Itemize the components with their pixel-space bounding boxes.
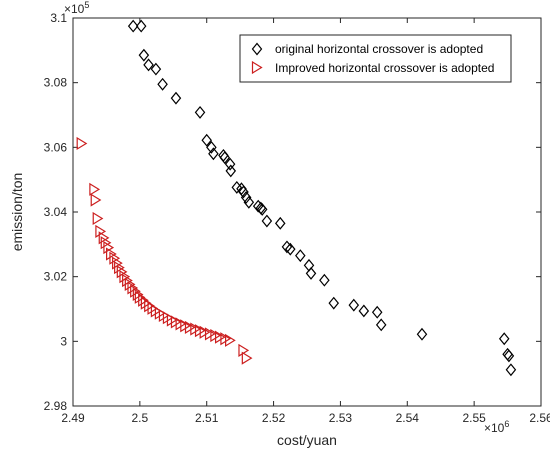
legend-marker-diamond — [251, 42, 263, 56]
data-point-original — [375, 318, 387, 332]
x-axis-label: cost/yuan — [277, 432, 337, 448]
data-point-original — [238, 185, 249, 199]
data-point-improved — [214, 330, 226, 344]
data-point-improved — [95, 224, 107, 238]
data-point-improved — [225, 333, 236, 347]
data-point-improved — [90, 193, 102, 207]
data-point-improved — [119, 270, 131, 284]
data-point-original — [295, 249, 306, 263]
data-point-original — [281, 240, 293, 254]
data-point-improved — [241, 351, 253, 365]
data-point-improved — [124, 277, 136, 291]
x-exponent-label: ×106 — [484, 419, 509, 435]
data-point-original — [143, 58, 154, 72]
data-point-improved — [109, 251, 121, 265]
y-tick-label: 3.08 — [44, 76, 68, 90]
data-point-original — [201, 133, 212, 147]
y-tick-label: 3 — [60, 334, 67, 348]
data-point-original — [224, 157, 236, 171]
data-point-original — [194, 105, 206, 119]
data-point-original — [285, 242, 296, 256]
legend: original horizontal crossover is adopted… — [239, 34, 512, 83]
data-point-original — [138, 48, 150, 62]
data-point-improved — [138, 293, 149, 307]
data-point-improved — [100, 236, 112, 250]
legend-label-original: original horizontal crossover is adopted — [275, 42, 483, 56]
data-point-original — [240, 191, 252, 204]
data-point-original — [498, 332, 510, 346]
y-tick-label: 3.06 — [44, 140, 68, 154]
y-tick-label: 3.1 — [50, 11, 67, 25]
data-point-improved — [204, 327, 216, 341]
data-point-improved — [76, 136, 88, 151]
data-point-original — [274, 216, 286, 230]
data-point-original — [319, 273, 330, 287]
data-point-original — [127, 19, 139, 33]
x-tick-label: 2.55 — [462, 411, 486, 425]
data-point-original — [305, 266, 317, 280]
x-tick-label: 2.49 — [61, 411, 85, 425]
data-point-improved — [122, 273, 133, 288]
y-tick-label: 2.98 — [44, 399, 68, 413]
data-point-improved — [199, 325, 211, 339]
data-point-improved — [98, 231, 110, 245]
data-point-improved — [127, 281, 139, 295]
data-point-improved — [106, 247, 117, 261]
legend-box — [239, 34, 512, 83]
data-point-improved — [92, 211, 104, 226]
axis-ticks: 2.49 2.5 2.51 2.52 2.53 2.54 2.55 2.56 2.98 3 3.02… — [44, 11, 550, 425]
data-point-original — [243, 195, 255, 209]
y-exponent-label: ×105 — [64, 0, 89, 16]
data-point-original — [150, 62, 162, 76]
data-point-original — [328, 296, 340, 310]
data-point-improved — [89, 182, 101, 196]
data-point-original — [206, 140, 217, 154]
y-tick-label: 3.02 — [44, 270, 68, 284]
data-point-original — [261, 214, 273, 228]
data-point-original — [157, 77, 168, 91]
data-point-improved — [116, 265, 128, 279]
legend-label-improved: Improved horizontal crossover is adopted — [275, 61, 494, 75]
data-point-original — [135, 19, 147, 33]
x-tick-label: 2.54 — [396, 411, 420, 425]
data-point-improved — [134, 290, 146, 304]
x-tick-label: 2.5 — [132, 411, 149, 425]
data-point-improved — [114, 261, 125, 275]
y-axis-label: emission/ton — [9, 173, 25, 252]
data-point-original — [348, 298, 360, 312]
data-point-original — [416, 327, 428, 341]
data-point-improved — [184, 320, 196, 334]
data-point-original — [225, 164, 237, 178]
y-tick-label: 3.04 — [44, 205, 68, 219]
data-point-original — [358, 304, 370, 318]
data-point-original — [170, 91, 182, 105]
plot-area — [72, 17, 542, 407]
x-tick-label: 2.51 — [195, 411, 219, 425]
data-point-original — [219, 151, 231, 165]
data-point-original — [208, 147, 219, 161]
data-point-original — [371, 305, 383, 319]
x-tick-label: 2.56 — [529, 411, 550, 425]
data-point-original — [256, 202, 268, 216]
x-tick-label: 2.53 — [329, 411, 353, 425]
legend-marker-triangle — [251, 60, 263, 75]
data-point-improved — [132, 287, 144, 302]
data-point-original — [503, 349, 515, 363]
data-point-original — [505, 363, 517, 377]
x-tick-label: 2.52 — [262, 411, 286, 425]
data-marks — [76, 19, 517, 377]
